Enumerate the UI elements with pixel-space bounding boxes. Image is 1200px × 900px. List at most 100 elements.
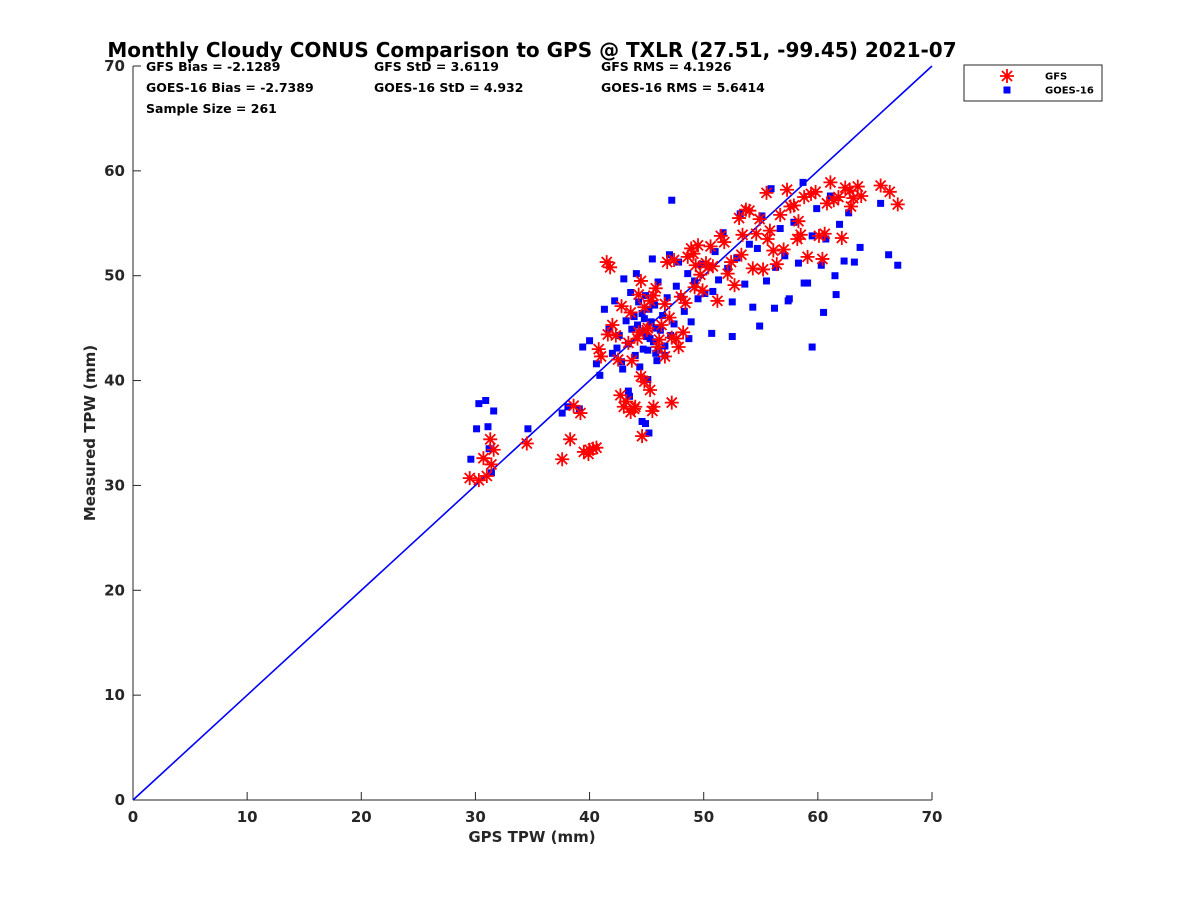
goes16-point — [832, 291, 840, 299]
gfs-point — [713, 228, 728, 243]
goes16-point — [877, 199, 885, 207]
gfs-point — [732, 211, 747, 226]
gfs-point — [630, 331, 645, 346]
goes16-point — [639, 345, 647, 353]
gfs-point — [783, 199, 798, 214]
gfs-point — [752, 212, 767, 227]
gfs-point — [599, 255, 614, 270]
gfs-point — [838, 180, 853, 195]
gfs-point — [742, 203, 757, 218]
gfs-point — [769, 257, 784, 272]
legend: GFS GOES-16 — [963, 64, 1103, 102]
goes16-point — [632, 270, 640, 278]
goes16-point — [640, 315, 648, 323]
gfs-point — [573, 406, 588, 421]
gfs-point — [652, 332, 667, 347]
goes16-point — [776, 225, 784, 233]
gfs-point — [657, 297, 672, 312]
stat-annotation: GFS StD = 3.6119 — [374, 59, 499, 74]
y-tick-label: 20 — [104, 581, 125, 599]
goes16-point — [652, 324, 660, 332]
gfs-point — [624, 353, 639, 368]
gfs-point — [645, 403, 660, 418]
gfs-point — [479, 468, 494, 483]
gfs-point — [637, 374, 652, 389]
goes16-point — [645, 305, 653, 313]
goes16-point — [715, 276, 723, 284]
gfs-point — [749, 226, 764, 241]
goes16-point — [484, 423, 492, 431]
gfs-point — [843, 199, 858, 214]
gfs-point — [484, 457, 499, 472]
gfs-point — [780, 182, 795, 197]
goes16-point — [592, 360, 600, 368]
goes16-point — [644, 346, 652, 354]
gfs-point — [646, 399, 661, 414]
goes16-point — [745, 240, 753, 248]
gfs-point — [651, 340, 666, 355]
goes16-point — [813, 205, 821, 213]
y-tick-label: 0 — [115, 791, 125, 809]
goes16-point — [820, 308, 828, 316]
gfs-point — [616, 399, 631, 414]
gfs-point — [673, 289, 688, 304]
reference-line-1to1 — [132, 65, 933, 801]
stat-annotation: GOES-16 Bias = -2.7389 — [146, 80, 314, 95]
gfs-point — [745, 261, 760, 276]
x-tick-label: 70 — [922, 808, 943, 826]
goes16-point — [473, 425, 481, 433]
goes16-point — [631, 351, 639, 359]
gfs-point — [640, 321, 655, 336]
x-tick-label: 0 — [128, 808, 138, 826]
gfs-point — [631, 325, 646, 340]
goes16-point — [600, 305, 608, 313]
gfs-point — [519, 436, 534, 451]
goes16-point — [619, 365, 627, 373]
legend-gfs-marker — [1000, 69, 1014, 83]
gfs-point — [797, 190, 812, 205]
goes16-point — [642, 420, 650, 428]
goes16-point — [558, 409, 566, 417]
gfs-point — [727, 278, 742, 293]
gfs-point — [826, 193, 841, 208]
gfs-point — [600, 327, 615, 342]
goes16-point — [694, 295, 702, 303]
goes16-point — [475, 400, 483, 408]
goes16-point — [741, 280, 749, 288]
gfs-point — [823, 175, 838, 190]
gfs-point — [701, 260, 716, 275]
gfs-point — [724, 255, 739, 270]
gfs-point — [811, 228, 826, 243]
x-tick-label: 30 — [465, 808, 486, 826]
goes16-point — [800, 279, 808, 287]
x-tick-label: 10 — [237, 808, 258, 826]
gfs-point — [662, 310, 677, 325]
series-group — [462, 175, 905, 488]
gfs-point — [773, 207, 788, 222]
gfs-point — [734, 247, 749, 262]
gfs-point — [786, 198, 801, 213]
axes: 0 10 20 30 40 50 60 70 0 10 20 30 40 50 60 70 — [104, 57, 942, 826]
goes16-point — [524, 425, 532, 433]
goes16-point — [728, 333, 736, 341]
goes16-point — [656, 326, 664, 334]
goes16-point — [624, 387, 632, 395]
goes16-point — [749, 303, 757, 311]
gfs-point — [648, 281, 663, 296]
gfs-point — [623, 305, 638, 320]
goes16-point — [817, 261, 825, 269]
goes16-point — [672, 282, 680, 290]
gfs-point — [654, 317, 669, 332]
gfs-point — [667, 252, 682, 267]
stat-annotation: GFS Bias = -2.1289 — [146, 59, 280, 74]
goes16-point — [647, 318, 655, 326]
goes16-point — [784, 297, 792, 305]
gfs-point — [776, 242, 791, 257]
stats-annotations: GFS Bias = -2.1289 GFS StD = 3.6119 GFS RM… — [146, 59, 765, 116]
gfs-point — [686, 246, 701, 261]
goes16-point — [482, 396, 490, 404]
goes16-point — [728, 298, 736, 306]
y-tick-label: 30 — [104, 476, 125, 494]
gfs-point — [566, 398, 581, 413]
gfs-point — [819, 196, 834, 211]
